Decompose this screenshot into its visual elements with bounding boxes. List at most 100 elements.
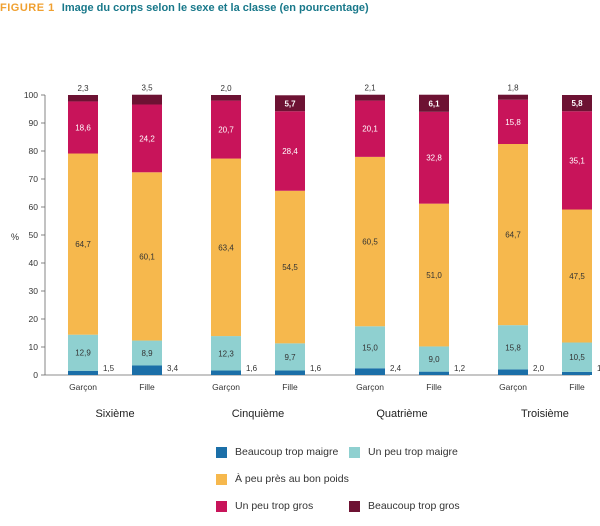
data-label: 15,0 [362,343,378,352]
legend-swatch [349,446,360,458]
legend-item: Beaucoup trop gros [349,500,460,512]
data-label: 2,4 [390,364,402,373]
bar-segment-un-peu-trop-maigre [68,334,98,371]
bar-segment--peu-pr-s-au-bon-poids [562,209,592,343]
data-label: 2,3 [77,84,89,93]
bar-segment-beaucoup-trop-maigre [355,368,385,375]
legend-label: Beaucoup trop maigre [235,446,339,458]
legend-swatch [349,500,360,512]
bar-segment-un-peu-trop-maigre [498,325,528,370]
data-label: 12,9 [75,349,91,358]
data-label: 12,3 [218,349,234,358]
data-label: 1,5 [103,364,115,373]
legend-swatch [216,473,227,485]
y-tick-label: 50 [29,230,39,240]
data-label: 35,1 [569,156,585,165]
bar-segment--peu-pr-s-au-bon-poids [355,156,385,327]
y-tick-label: 0 [33,370,38,380]
data-label: 47,5 [569,272,585,281]
data-label: 1,1 [597,364,600,373]
data-label: 2,1 [364,84,376,93]
y-tick-label: 70 [29,174,39,184]
data-label: 64,7 [505,231,521,240]
bar-segment-un-peu-trop-gros [68,101,98,154]
bar-segment-beaucoup-trop-gros [68,95,98,102]
y-tick-label: 10 [29,342,39,352]
x-bar-label: Garçon [69,382,97,392]
data-label: 8,9 [141,349,153,358]
bar-segment-beaucoup-trop-maigre [562,371,592,375]
legend-label: Un peu trop maigre [368,446,458,458]
data-label: 64,7 [75,240,91,249]
x-group-label: Troisième [521,408,569,420]
data-label: 2,0 [533,364,545,373]
x-bar-label: Garçon [212,382,240,392]
y-tick-label: 100 [24,90,38,100]
y-tick-label: 60 [29,202,39,212]
data-label: 18,6 [75,123,91,132]
data-label: 54,5 [282,263,298,272]
x-bar-label: Garçon [356,382,384,392]
y-tick-label: 40 [29,258,39,268]
data-label: 9,0 [428,355,440,364]
y-axis-title: % [11,232,19,242]
bar-segment-beaucoup-trop-maigre [211,370,241,375]
data-label: 10,5 [569,353,585,362]
data-label: 60,5 [362,238,378,247]
data-label: 1,6 [246,364,258,373]
figure-label: FIGURE 1 [0,2,55,14]
bar-segment--peu-pr-s-au-bon-poids [68,153,98,335]
figure-title: FIGURE 1 Image du corps selon le sexe et… [0,2,369,14]
bar-segment--peu-pr-s-au-bon-poids [498,144,528,326]
legend-swatch [216,500,227,512]
bar-segment--peu-pr-s-au-bon-poids [275,190,305,344]
data-label: 5,8 [571,99,583,108]
bar-segment-beaucoup-trop-gros [562,95,592,112]
bar-segment-un-peu-trop-gros [275,111,305,191]
legend-label: Beaucoup trop gros [368,500,460,512]
x-bar-label: Garçon [499,382,527,392]
bar-segment-un-peu-trop-maigre [419,346,449,372]
data-label: 60,1 [139,252,155,261]
bar-segment-beaucoup-trop-maigre [498,369,528,375]
data-label: 3,4 [167,364,179,373]
bar-segment-un-peu-trop-maigre [211,336,241,371]
figure-title-text: Image du corps selon le sexe et la class… [61,2,369,14]
x-bar-label: Fille [282,382,298,392]
bar-segment-un-peu-trop-gros [132,104,162,173]
data-label: 28,4 [282,147,298,156]
y-tick-label: 20 [29,314,39,324]
y-tick-label: 80 [29,146,39,156]
data-label: 15,8 [505,118,521,127]
stacked-bar-chart: 0 10 20 30 40 50 60 70 80 90 100% 1,5 12,9 64,7 18,6 2,… [11,84,600,420]
x-group-label: Cinquième [232,408,285,420]
data-label: 1,2 [454,364,466,373]
bar-segment-beaucoup-trop-gros [211,95,241,101]
legend-item: À peu près au bon poids [216,473,349,485]
data-label: 1,6 [310,364,322,373]
data-label: 2,0 [220,84,232,93]
data-label: 3,5 [141,84,153,93]
data-label: 20,7 [218,126,234,135]
data-label: 15,8 [505,343,521,352]
x-group-label: Quatrième [376,408,427,420]
legend-item: Un peu trop gros [216,500,313,512]
bar-segment-un-peu-trop-gros [419,111,449,204]
data-label: 63,4 [218,243,234,252]
bar-segment-un-peu-trop-maigre [355,326,385,369]
x-bar-label: Fille [569,382,585,392]
bar-segment-un-peu-trop-maigre [562,342,592,372]
x-group-label: Sixième [95,408,134,420]
legend-item: Un peu trop maigre [349,446,458,458]
data-label: 6,1 [428,99,440,108]
bar-segment-un-peu-trop-gros [355,100,385,157]
data-label: 9,7 [284,353,296,362]
bar-segment-beaucoup-trop-gros [498,94,528,100]
bar-segment-beaucoup-trop-maigre [275,370,305,375]
bar-segment-un-peu-trop-maigre [132,340,162,366]
bar-segment-un-peu-trop-gros [562,111,592,210]
bar-segment-un-peu-trop-gros [498,99,528,144]
legend-label: À peu près au bon poids [235,473,349,485]
legend-swatch [216,446,227,458]
bar-segment--peu-pr-s-au-bon-poids [419,203,449,347]
